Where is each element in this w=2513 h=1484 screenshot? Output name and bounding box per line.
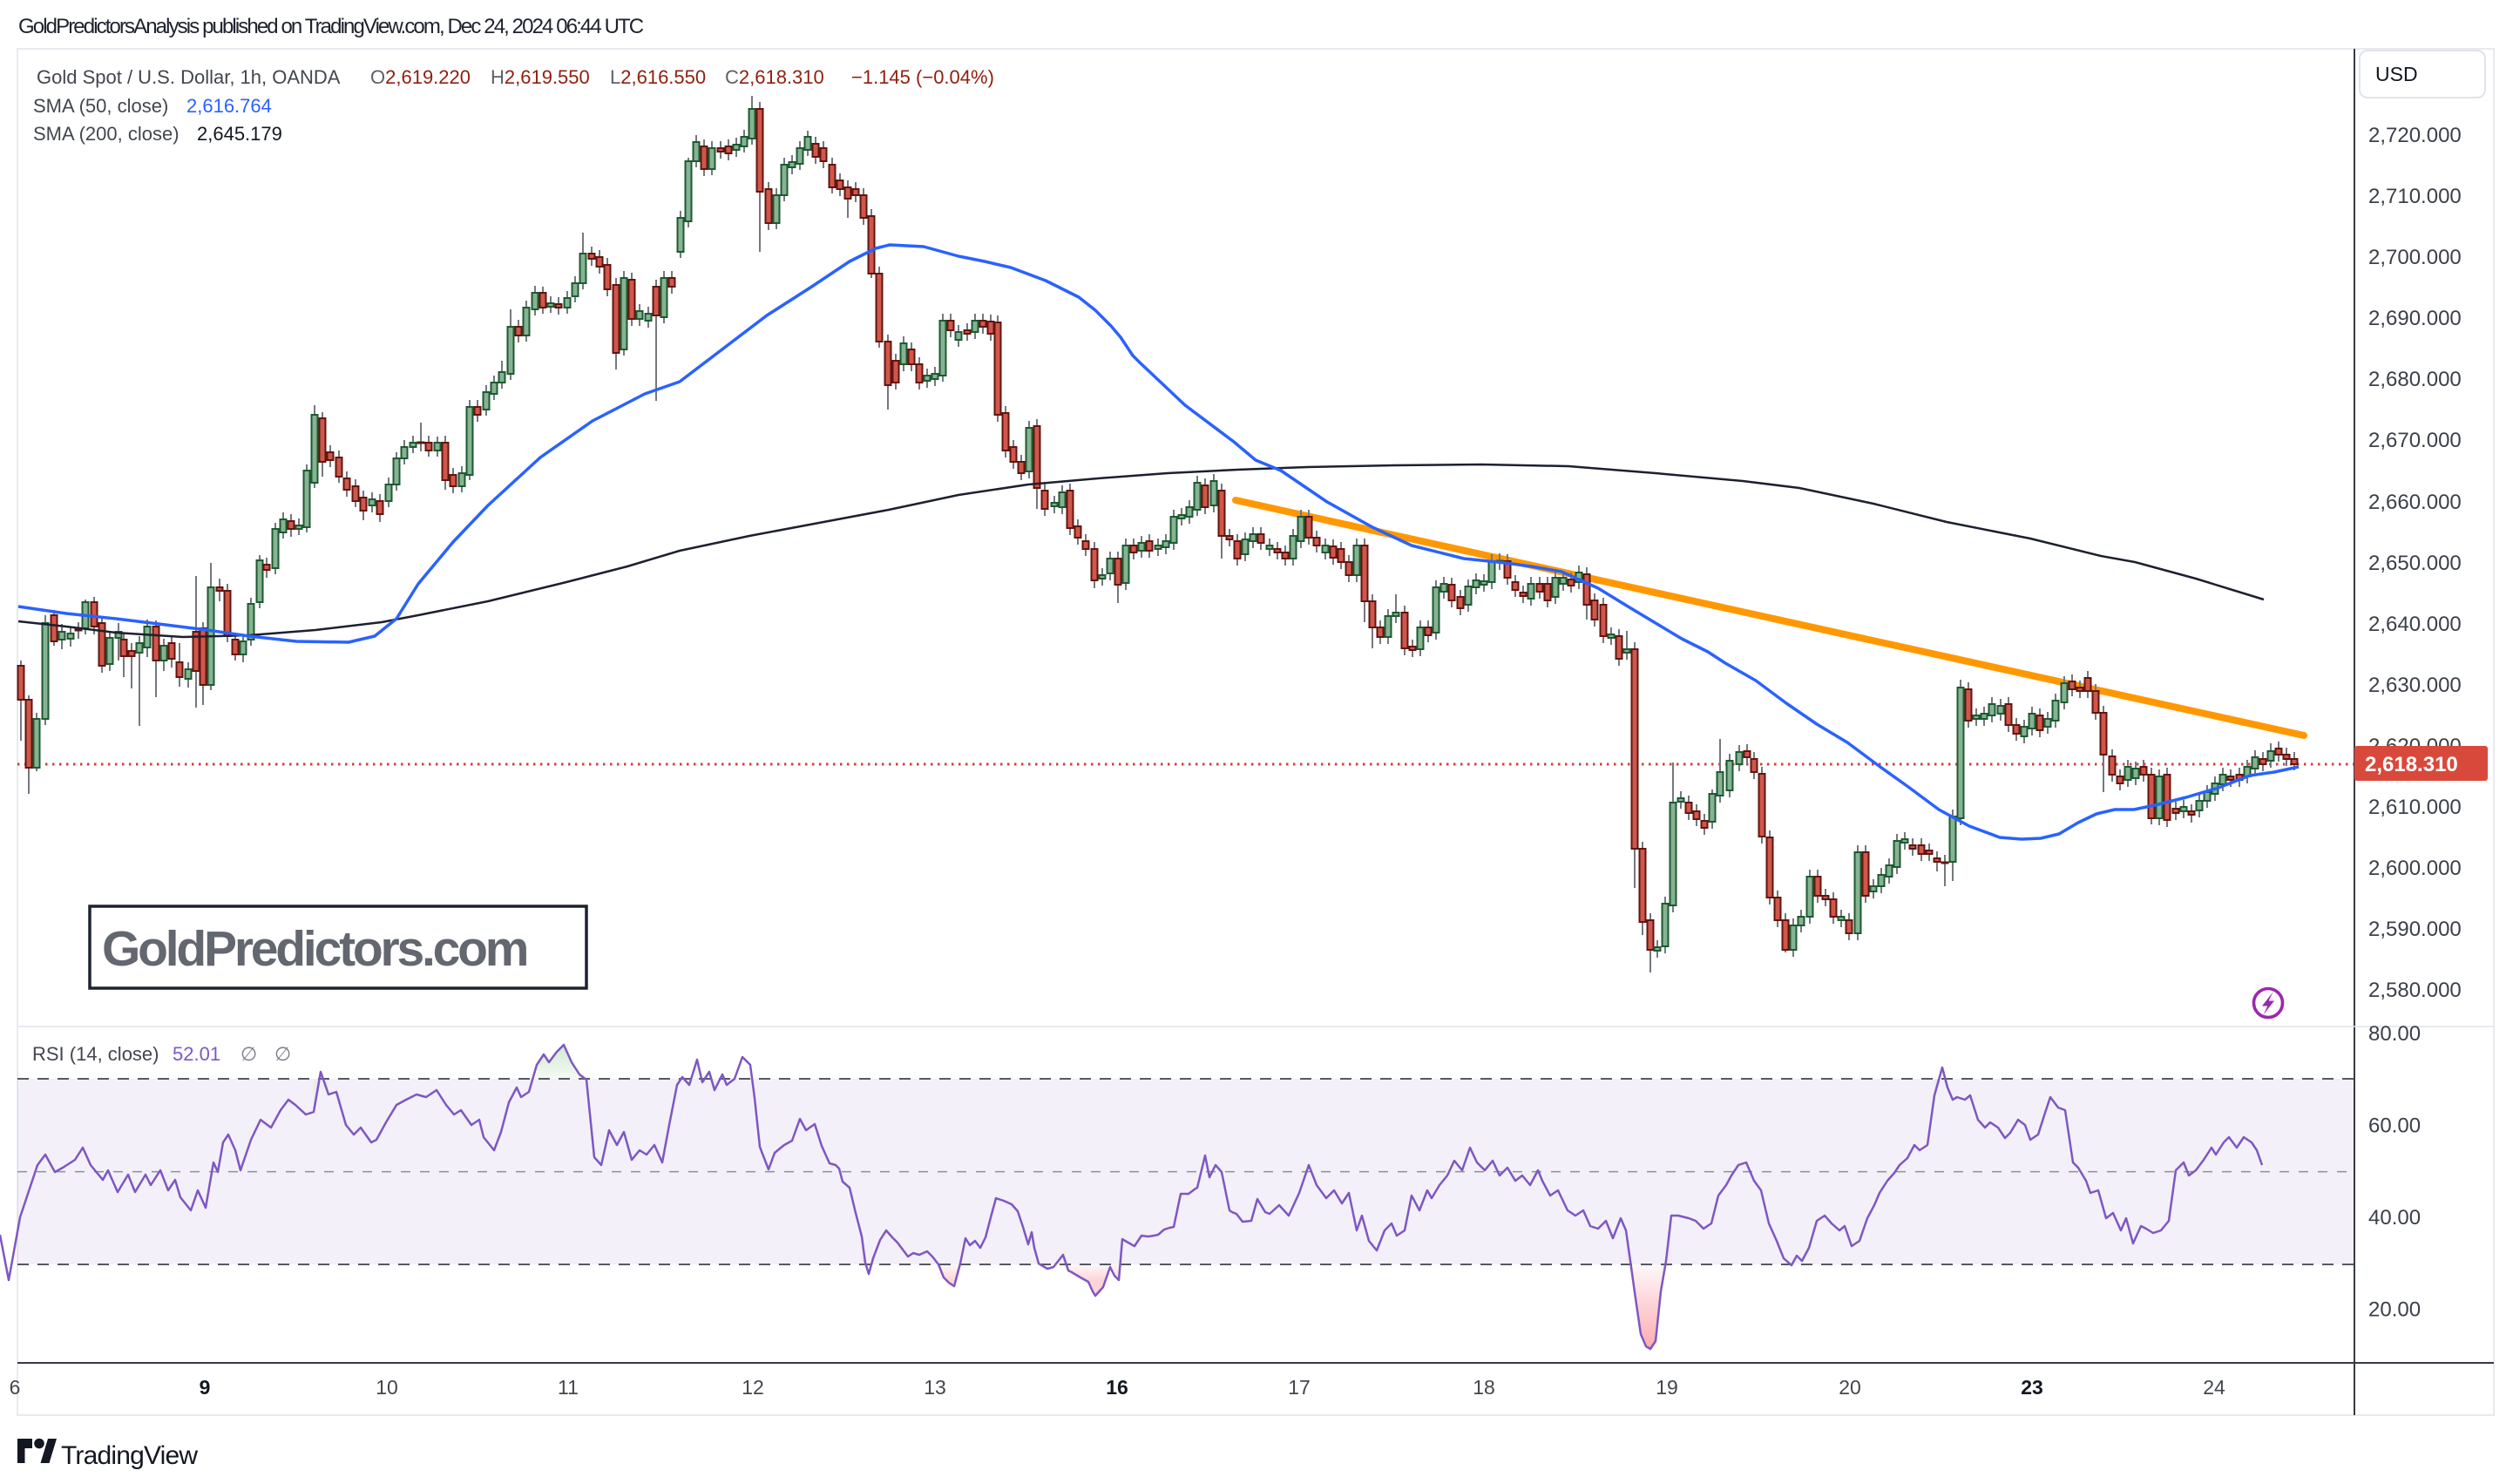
svg-text:2,590.000: 2,590.000 — [2368, 918, 2462, 941]
svg-text:2,580.000: 2,580.000 — [2368, 979, 2462, 1002]
svg-text:∅: ∅ — [240, 1043, 257, 1065]
svg-text:2,680.000: 2,680.000 — [2368, 368, 2462, 391]
svg-text:12: 12 — [742, 1376, 764, 1399]
svg-text:SMA (200, close): SMA (200, close) — [33, 123, 180, 145]
svg-text:2,720.000: 2,720.000 — [2368, 124, 2462, 147]
svg-text:60.00: 60.00 — [2368, 1115, 2421, 1138]
svg-text:2,610.000: 2,610.000 — [2368, 796, 2462, 819]
svg-text:13: 13 — [924, 1376, 946, 1399]
svg-text:L2,616.550: L2,616.550 — [610, 66, 706, 88]
svg-text:2,670.000: 2,670.000 — [2368, 429, 2462, 452]
svg-text:2,616.764: 2,616.764 — [186, 95, 272, 117]
svg-text:2,640.000: 2,640.000 — [2368, 613, 2462, 636]
svg-text:40.00: 40.00 — [2368, 1206, 2421, 1230]
svg-text:11: 11 — [558, 1376, 579, 1399]
svg-text:20.00: 20.00 — [2368, 1298, 2421, 1322]
svg-text:GoldPredictorsAnalysis publish: GoldPredictorsAnalysis published on Trad… — [18, 15, 644, 38]
svg-text:2,600.000: 2,600.000 — [2368, 857, 2462, 880]
svg-text:2,618.310: 2,618.310 — [2365, 753, 2458, 776]
svg-text:2,690.000: 2,690.000 — [2368, 307, 2462, 330]
svg-text:C2,618.310: C2,618.310 — [725, 66, 824, 88]
svg-text:O2,619.220: O2,619.220 — [370, 66, 471, 88]
svg-text:10: 10 — [376, 1376, 398, 1399]
svg-text:18: 18 — [1473, 1376, 1495, 1399]
svg-text:20: 20 — [1839, 1376, 1861, 1399]
svg-text:52.01: 52.01 — [173, 1043, 220, 1065]
svg-text:SMA (50, close): SMA (50, close) — [33, 95, 168, 117]
svg-text:23: 23 — [2021, 1376, 2043, 1399]
svg-text:2,650.000: 2,650.000 — [2368, 552, 2462, 575]
svg-text:USD: USD — [2375, 63, 2418, 85]
svg-text:GoldPredictors.com: GoldPredictors.com — [102, 921, 527, 977]
svg-text:16: 16 — [1106, 1376, 1128, 1399]
svg-text:19: 19 — [1656, 1376, 1678, 1399]
svg-text:9: 9 — [200, 1376, 211, 1399]
svg-text:RSI (14, close): RSI (14, close) — [32, 1043, 159, 1065]
svg-text:2,660.000: 2,660.000 — [2368, 491, 2462, 514]
svg-text:24: 24 — [2203, 1376, 2225, 1399]
svg-text:TradingView: TradingView — [61, 1441, 198, 1470]
svg-text:2,700.000: 2,700.000 — [2368, 246, 2462, 269]
svg-text:80.00: 80.00 — [2368, 1022, 2421, 1046]
svg-text:6: 6 — [10, 1376, 21, 1399]
svg-text:2,630.000: 2,630.000 — [2368, 674, 2462, 697]
svg-text:2,710.000: 2,710.000 — [2368, 185, 2462, 208]
svg-text:Gold Spot / U.S. Dollar, 1h, O: Gold Spot / U.S. Dollar, 1h, OANDA — [37, 66, 341, 88]
svg-text:2,645.179: 2,645.179 — [197, 123, 282, 145]
svg-text:∅: ∅ — [274, 1043, 291, 1065]
svg-text:−1.145 (−0.04%): −1.145 (−0.04%) — [851, 66, 994, 88]
svg-text:17: 17 — [1288, 1376, 1311, 1399]
svg-text:H2,619.550: H2,619.550 — [491, 66, 590, 88]
